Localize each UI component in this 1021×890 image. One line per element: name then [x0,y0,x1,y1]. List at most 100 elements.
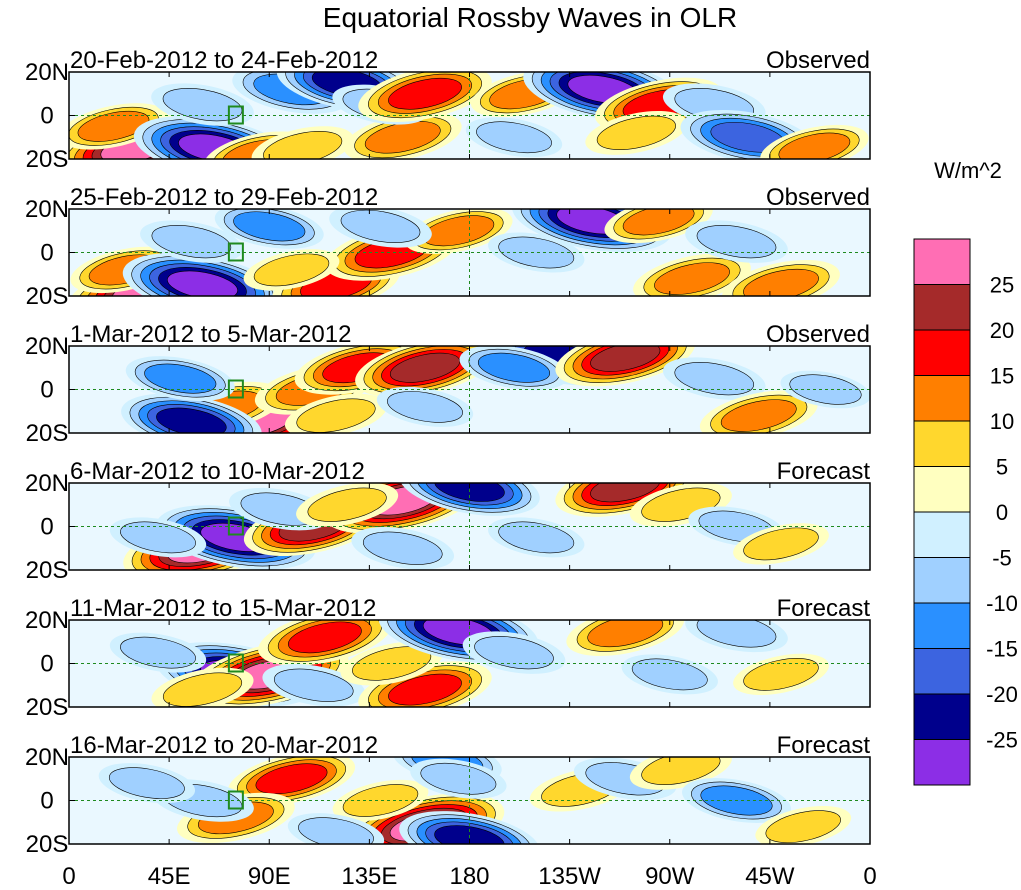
panel-status: Forecast [777,732,871,759]
region-box [227,790,244,810]
colorbar-label: 5 [996,455,1008,480]
contour-level [151,225,232,259]
anomaly-feature [258,620,392,666]
panel-date-range: 25-Feb-2012 to 29-Feb-2012 [70,184,378,211]
colorbar-label: -5 [992,546,1012,571]
contour-level [420,762,497,795]
contour-level [387,391,463,423]
contour-level [590,483,661,503]
contour-level [596,115,676,150]
y-tick-label: 20N [25,59,69,86]
colorbar-swatch [913,557,971,604]
anomaly-feature [755,805,852,844]
x-axis: 0 45E 90E 135E 180 135W 90W 45W 0 [62,863,876,890]
region-box [227,105,244,125]
y-tick-label: 20S [26,831,69,858]
panel-3: 1-Mar-2012 to 5-Mar-2012 Observed 20N 0 20S [25,321,871,447]
contour-level [474,636,554,670]
contour-level [587,620,664,648]
anomaly-feature [733,523,829,565]
anomaly-feature [109,517,207,558]
contour-level [162,672,243,707]
y-tick-label: 20N [25,333,69,360]
anomaly-feature [555,346,696,387]
anomaly-feature [332,779,429,822]
panel-date-range: 20-Feb-2012 to 24-Feb-2012 [70,47,378,74]
x-tick-label: 90W [645,863,695,890]
contour-level [590,346,661,372]
y-tick-label: 20N [25,196,69,223]
colorbar-swatch [913,648,971,695]
region-box [227,653,244,673]
anomaly-feature [760,124,869,159]
contour-level [696,620,777,648]
chart-title: Equatorial Rossby Waves in OLR [322,2,738,33]
y-tick-label: 0 [40,240,53,267]
contour-level [120,521,196,554]
colorbar: 25 20 15 10 5 0 -5 -10 -15 -20 -25 [913,238,1018,786]
anomaly-feature [351,527,455,570]
anomaly-feature [109,632,207,673]
colorbar-label: -10 [986,591,1018,616]
contour-level [476,121,552,154]
contour-level [498,521,575,554]
region-box [227,379,244,399]
panel-date-range: 11-Mar-2012 to 15-Mar-2012 [70,595,376,622]
contour-level [296,398,376,433]
anomaly-feature [459,346,569,391]
colorbar-label: 10 [990,409,1014,434]
anomaly-feature [329,209,432,248]
colorbar-label: -25 [986,728,1018,753]
contour-level [144,363,217,394]
colorbar-swatch [913,284,971,331]
anomaly-feature [358,72,492,122]
anomaly-feature [465,117,563,158]
x-tick-label: 45E [148,863,191,890]
panel-4: 6-Mar-2012 to 10-Mar-2012 Forecast 20N 0 20S [25,458,871,584]
contour-level [622,209,695,236]
colorbar-label: 25 [990,273,1014,298]
contour-level [388,77,462,110]
y-tick-label: 20S [26,557,69,584]
contour-level [631,658,708,691]
contour-level [765,810,841,843]
x-tick-label: 45W [745,863,795,890]
region-box [227,516,244,536]
contour-level [778,132,851,159]
panel-5: 11-Mar-2012 to 15-Mar-2012 Forecast 20N 0 20… [25,595,871,721]
anomaly-feature [488,232,585,273]
anomaly-feature [243,249,340,291]
anomaly-feature [685,220,788,263]
colorbar-swatch [913,693,971,740]
panels-group: 20-Feb-2012 to 24-Feb-2012 Observed 20N 0 20… [25,47,871,858]
contour-level [743,268,819,296]
contour-level [352,646,432,681]
panel-status: Forecast [777,595,871,622]
x-tick-label: 90E [248,863,291,890]
contour-level [263,131,343,159]
contour-level [477,352,551,383]
panel-6: 16-Mar-2012 to 20-Mar-2012 Forecast 20N 0 20… [25,732,871,858]
y-tick-label: 20S [26,694,69,721]
panel-field [109,620,829,707]
anomaly-feature [585,110,688,155]
anomaly-feature [151,667,254,707]
x-tick-label: 135E [341,863,397,890]
contour-level [307,487,387,522]
anomaly-feature [376,386,474,427]
contour-level [342,784,419,817]
colorbar-label: -15 [986,637,1018,662]
colorbar-swatch [913,511,971,558]
panel-2: 25-Feb-2012 to 29-Feb-2012 Observed 20N 0 20… [25,184,871,310]
colorbar-label: -20 [986,682,1018,707]
anomaly-feature [214,209,324,249]
contour-level [743,658,819,691]
contour-level [253,253,330,287]
contour-level [388,673,462,706]
y-tick-label: 0 [40,377,53,404]
colorbar-swatch [913,602,971,649]
contour-level [77,110,150,142]
colorbar-label: 0 [996,500,1008,525]
y-tick-label: 0 [40,514,53,541]
contour-level [156,407,227,433]
